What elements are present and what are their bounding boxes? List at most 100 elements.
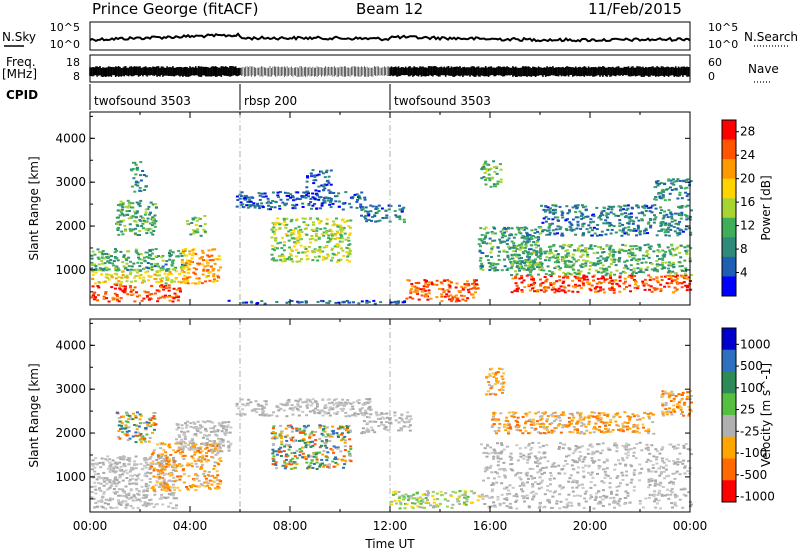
data-cell — [658, 263, 662, 266]
data-cell — [160, 455, 164, 458]
data-cell — [357, 302, 361, 305]
data-cell — [211, 456, 215, 459]
data-cell — [545, 209, 549, 212]
data-cell — [217, 422, 221, 425]
data-cell — [336, 237, 339, 239]
data-cell — [205, 435, 209, 438]
data-cell — [141, 279, 145, 282]
data-cell — [642, 271, 646, 274]
data-cell — [384, 209, 388, 212]
data-cell — [515, 255, 519, 258]
data-cell — [649, 219, 653, 221]
data-cell — [125, 411, 129, 414]
data-cell — [324, 171, 328, 174]
data-cell — [557, 265, 560, 268]
data-cell — [197, 449, 200, 452]
data-cell — [324, 257, 328, 260]
data-cell — [576, 276, 580, 279]
data-cell — [519, 244, 523, 247]
data-cell — [489, 167, 493, 170]
data-cell — [138, 265, 142, 268]
data-cell — [144, 427, 147, 430]
data-cell — [168, 489, 172, 492]
data-cell — [505, 269, 509, 271]
data-cell — [195, 277, 199, 280]
data-cell — [115, 479, 119, 481]
data-cell — [124, 493, 128, 496]
data-cell — [136, 477, 140, 480]
data-cell — [251, 409, 255, 412]
data-cell — [438, 502, 442, 505]
data-cell — [533, 263, 537, 266]
data-cell — [398, 507, 402, 510]
data-cell — [491, 232, 495, 235]
data-cell — [291, 413, 295, 416]
data-cell — [171, 259, 175, 262]
data-cell — [134, 173, 138, 176]
data-cell — [573, 249, 576, 252]
data-cell — [122, 255, 126, 258]
data-cell — [127, 494, 131, 496]
data-cell — [252, 202, 256, 205]
data-cell — [329, 433, 333, 436]
data-cell — [255, 302, 259, 305]
data-cell — [659, 222, 663, 225]
data-cell — [167, 458, 171, 461]
data-cell — [169, 254, 173, 256]
colorbar-tick-label: 8 — [740, 242, 748, 256]
data-cell — [605, 267, 608, 270]
data-cell — [667, 261, 671, 264]
data-cell — [660, 275, 664, 278]
data-cell — [336, 436, 340, 438]
data-cell — [197, 459, 201, 462]
data-cell — [176, 255, 180, 258]
data-cell — [334, 301, 338, 304]
data-cell — [116, 229, 120, 232]
data-cell — [403, 301, 406, 304]
data-cell — [226, 440, 230, 443]
data-cell — [306, 424, 310, 427]
data-cell — [92, 476, 96, 479]
data-cell — [314, 192, 318, 195]
data-cell — [632, 220, 636, 223]
data-cell — [162, 488, 165, 491]
data-cell — [291, 207, 295, 210]
data-cell — [312, 228, 316, 231]
data-cell — [133, 286, 137, 289]
data-cell — [131, 293, 135, 296]
data-cell — [385, 214, 389, 217]
data-cell — [193, 451, 197, 454]
data-cell — [336, 463, 340, 466]
data-cell — [659, 290, 663, 292]
data-cell — [537, 273, 540, 276]
data-cell — [249, 200, 253, 203]
data-cell — [365, 429, 369, 432]
data-cell — [97, 488, 101, 491]
data-cell — [537, 236, 540, 238]
data-cell — [279, 198, 283, 201]
data-cell — [129, 268, 133, 271]
data-cell — [498, 163, 502, 166]
data-cell — [175, 504, 178, 507]
data-cell — [124, 424, 128, 427]
data-cell — [324, 435, 328, 438]
data-cell — [488, 265, 492, 268]
data-cell — [263, 414, 267, 417]
data-cell — [327, 412, 331, 414]
data-cell — [622, 250, 626, 253]
data-cell — [222, 444, 225, 447]
data-cell — [661, 194, 665, 197]
data-cell — [337, 259, 341, 262]
data-cell — [201, 420, 205, 423]
data-cell — [145, 421, 149, 424]
data-cell — [335, 195, 339, 198]
data-cell — [652, 269, 656, 272]
data-cell — [120, 277, 124, 279]
data-cell — [122, 265, 126, 268]
data-cell — [638, 233, 642, 236]
data-cell — [387, 429, 391, 432]
data-cell — [605, 256, 609, 259]
data-cell — [161, 259, 165, 262]
data-cell — [685, 215, 689, 218]
data-cell — [634, 245, 638, 247]
